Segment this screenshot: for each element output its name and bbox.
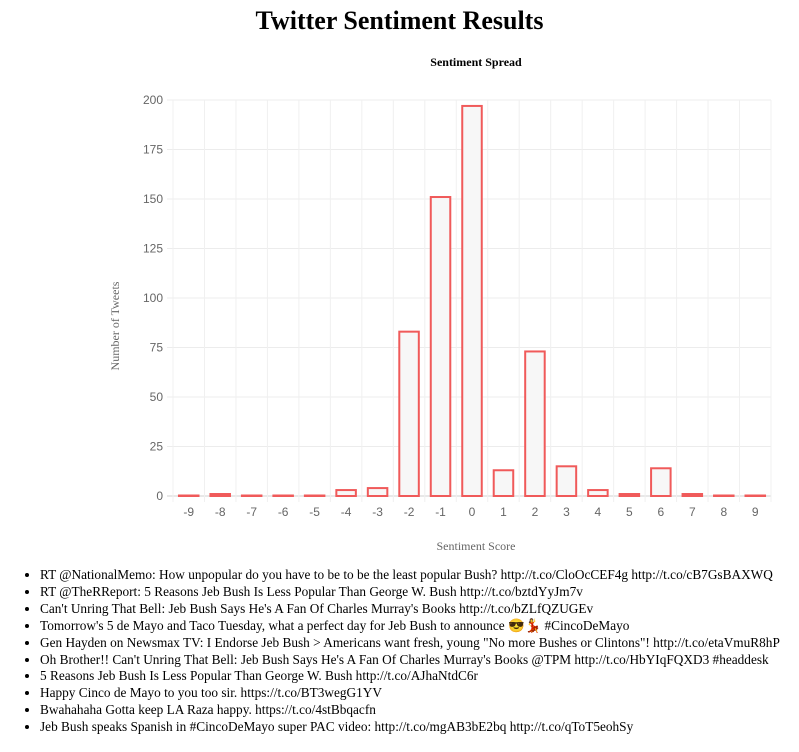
x-tick-label: 4 bbox=[595, 505, 602, 519]
x-tick-label: -5 bbox=[309, 505, 320, 519]
y-tick-label: 200 bbox=[143, 93, 163, 107]
bar bbox=[272, 494, 294, 497]
bar bbox=[209, 493, 231, 497]
tweet-item: Oh Brother!! Can't Unring That Bell: Jeb… bbox=[40, 652, 780, 669]
grid-layer bbox=[167, 99, 772, 502]
y-axis-label: Number of Tweets bbox=[108, 281, 122, 370]
bar bbox=[744, 494, 767, 497]
y-tick-label: 25 bbox=[150, 440, 164, 454]
y-tick-label: 0 bbox=[156, 489, 163, 503]
tweet-item: Bwahahaha Gotta keep LA Raza happy. http… bbox=[40, 702, 780, 719]
chart-title: Sentiment Spread bbox=[430, 55, 522, 69]
bars-layer bbox=[177, 104, 767, 498]
bar bbox=[398, 330, 420, 497]
bar bbox=[240, 494, 263, 497]
x-tick-label: -4 bbox=[341, 505, 352, 519]
x-tick-label: 7 bbox=[689, 505, 696, 519]
x-tick-label: 9 bbox=[752, 505, 759, 519]
x-tick-label: -8 bbox=[215, 505, 226, 519]
sentiment-chart: Sentiment Spread 0 25 50 75 100 125 150 175 200 … bbox=[0, 50, 799, 560]
bar bbox=[303, 494, 326, 497]
x-tick-label: 2 bbox=[532, 505, 539, 519]
x-tick-label: -9 bbox=[183, 505, 194, 519]
x-tick-label: 6 bbox=[657, 505, 664, 519]
tweet-item: Happy Cinco de Mayo to you too sir. http… bbox=[40, 685, 780, 702]
tweet-item: RT @NationalMemo: How unpopular do you h… bbox=[40, 567, 780, 584]
tweet-list: RT @NationalMemo: How unpopular do you h… bbox=[0, 567, 780, 736]
bar bbox=[177, 494, 200, 497]
bar bbox=[618, 493, 641, 497]
y-tick-label: 75 bbox=[150, 341, 164, 355]
x-tick-label: 1 bbox=[500, 505, 507, 519]
x-tick-label: -6 bbox=[278, 505, 289, 519]
bar bbox=[335, 489, 357, 497]
y-tick-label: 100 bbox=[143, 291, 163, 305]
x-tick-label: -2 bbox=[404, 505, 415, 519]
chart-svg: Sentiment Spread 0255075100125150175200 … bbox=[108, 55, 772, 553]
bar bbox=[429, 196, 452, 498]
tweet-item: 5 Reasons Jeb Bush Is Less Popular Than … bbox=[40, 668, 780, 685]
tweet-item: Jeb Bush speaks Spanish in #CincoDeMayo … bbox=[40, 719, 780, 736]
tweet-item: Gen Hayden on Newsmax TV: I Endorse Jeb … bbox=[40, 635, 780, 652]
y-ticks: 0 25 50 75 100 125 150 175 200 bbox=[143, 93, 163, 503]
bar bbox=[492, 469, 515, 498]
bar bbox=[713, 494, 735, 497]
bar bbox=[555, 465, 578, 497]
bar bbox=[587, 489, 609, 497]
x-tick-label: -3 bbox=[372, 505, 383, 519]
y-tick-label: 150 bbox=[143, 192, 163, 206]
y-tick-label: 50 bbox=[150, 390, 164, 404]
y-tick-label: 125 bbox=[143, 242, 163, 256]
tweet-item: Tomorrow's 5 de Mayo and Taco Tuesday, w… bbox=[40, 618, 780, 635]
x-tick-label: -1 bbox=[435, 505, 446, 519]
x-tick-label: 3 bbox=[563, 505, 570, 519]
x-ticks: -9 -8 -7 -6 -5 -4 -3 -2 -1 0 1 2 3 4 5 6 7 8 9 bbox=[183, 505, 759, 519]
x-tick-label: 0 bbox=[469, 505, 476, 519]
bar bbox=[461, 104, 483, 497]
x-tick-label: -7 bbox=[246, 505, 257, 519]
x-axis-label: Sentiment Score bbox=[437, 539, 516, 553]
x-tick-label: 5 bbox=[626, 505, 633, 519]
tweet-item: Can't Unring That Bell: Jeb Bush Says He… bbox=[40, 601, 780, 618]
bar bbox=[366, 487, 389, 497]
y-tick-label: 175 bbox=[143, 143, 163, 157]
bar bbox=[650, 467, 672, 497]
bar bbox=[524, 350, 546, 497]
tweet-item: RT @TheRReport: 5 Reasons Jeb Bush Is Le… bbox=[40, 584, 780, 601]
bar bbox=[681, 493, 704, 497]
page-title: Twitter Sentiment Results bbox=[255, 6, 544, 35]
x-tick-label: 8 bbox=[720, 505, 727, 519]
